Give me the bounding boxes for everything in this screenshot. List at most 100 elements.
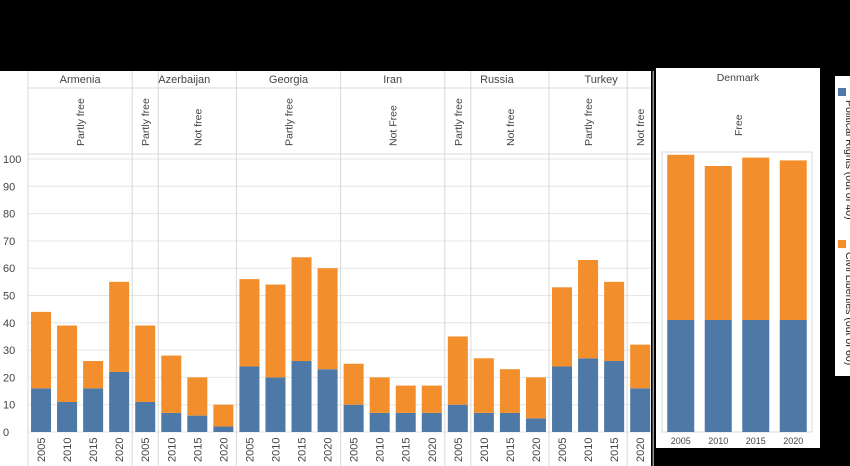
- bar-political-rights: [187, 415, 208, 432]
- status-label: Not free: [635, 108, 647, 146]
- bar-political-rights: [317, 369, 338, 432]
- bar-political-rights: [447, 404, 468, 432]
- x-tick-label: 2010: [375, 438, 387, 462]
- legend-panel: [835, 76, 850, 376]
- x-tick-label: 2015: [297, 438, 309, 462]
- x-tick-label: 2005: [557, 438, 569, 462]
- bar-political-rights: [667, 320, 695, 432]
- status-label: Partly free: [453, 98, 465, 146]
- bar-political-rights: [213, 426, 234, 432]
- bar-civil-liberties: [161, 355, 182, 413]
- y-tick-label: 80: [3, 209, 15, 221]
- status-label: Free: [733, 114, 745, 136]
- status-label: Not free: [505, 108, 517, 146]
- x-tick-label: 2010: [583, 438, 595, 462]
- y-tick-label: 20: [3, 372, 15, 384]
- status-label: Not free: [192, 108, 204, 146]
- bar-civil-liberties: [239, 279, 260, 367]
- country-label: Russia: [480, 74, 515, 86]
- x-tick-label: 2005: [244, 438, 256, 462]
- bar-civil-liberties: [369, 377, 390, 413]
- bar-political-rights: [525, 418, 546, 432]
- y-tick-label: 40: [3, 318, 15, 330]
- x-tick-label: 2015: [746, 436, 766, 446]
- main-labels: 0 10 20 30 40 50 60 70 80 90 100 2005 2010 2015 2020 Pa…: [3, 74, 647, 462]
- bar-civil-liberties: [499, 369, 520, 413]
- bar-civil-liberties: [473, 358, 494, 413]
- x-tick-label: 2020: [114, 438, 126, 462]
- x-tick-label: 2010: [62, 438, 74, 462]
- y-tick-label: 0: [3, 427, 9, 439]
- x-tick-label: 2005: [36, 438, 48, 462]
- country-label: Georgia: [269, 74, 309, 86]
- bar-political-rights: [265, 377, 286, 432]
- x-tick-label: 2005: [453, 438, 465, 462]
- y-tick-label: 30: [3, 345, 15, 357]
- panel-dividers: [27, 71, 654, 466]
- bar-political-rights: [395, 412, 416, 432]
- main-bars: [31, 257, 651, 432]
- x-tick-label: 2015: [609, 438, 621, 462]
- bar-political-rights: [343, 404, 364, 432]
- x-tick-label: 2010: [166, 438, 178, 462]
- bar-civil-liberties: [552, 287, 573, 367]
- bar-civil-liberties: [421, 385, 442, 413]
- bar-civil-liberties: [57, 325, 78, 402]
- bar-civil-liberties: [317, 268, 338, 370]
- x-tick-label: 2020: [783, 436, 803, 446]
- bar-political-rights: [473, 412, 494, 432]
- bar-civil-liberties: [135, 325, 156, 402]
- bar-civil-liberties: [779, 160, 807, 320]
- bar-civil-liberties: [667, 154, 695, 320]
- x-tick-label: 2015: [401, 438, 413, 462]
- bar-political-rights: [291, 361, 312, 432]
- bar-civil-liberties: [525, 377, 546, 419]
- x-tick-label: 2005: [140, 438, 152, 462]
- denmark-bars: [661, 151, 813, 433]
- bar-political-rights: [109, 371, 130, 432]
- legend: Political Rights (out of 40) Civil Libert…: [838, 88, 850, 365]
- x-tick-label: 2010: [708, 436, 728, 446]
- x-tick-label: 2005: [349, 438, 361, 462]
- x-tick-label: 2020: [427, 438, 439, 462]
- bar-civil-liberties: [213, 404, 234, 427]
- bar-political-rights: [742, 320, 770, 432]
- bar-civil-liberties: [447, 336, 468, 405]
- bar-political-rights: [630, 388, 651, 432]
- country-label: Armenia: [60, 74, 102, 86]
- x-tick-label: 2005: [671, 436, 691, 446]
- x-tick-label: 2020: [531, 438, 543, 462]
- x-tick-label: 2010: [270, 438, 282, 462]
- bar-political-rights: [31, 388, 52, 432]
- x-tick-label: 2020: [218, 438, 230, 462]
- bar-political-rights: [161, 412, 182, 432]
- bar-civil-liberties: [604, 281, 625, 362]
- y-tick-label: 60: [3, 263, 15, 275]
- bar-civil-liberties: [83, 361, 104, 389]
- bar-civil-liberties: [31, 311, 52, 389]
- bar-political-rights: [578, 358, 599, 432]
- x-tick-label: 2015: [505, 438, 517, 462]
- bar-political-rights: [604, 361, 625, 432]
- y-tick-label: 50: [3, 291, 15, 303]
- country-label: Azerbaijan: [158, 74, 210, 86]
- bar-civil-liberties: [395, 385, 416, 413]
- bar-civil-liberties: [578, 260, 599, 359]
- bar-civil-liberties: [291, 257, 312, 362]
- bar-political-rights: [83, 388, 104, 432]
- status-label: Partly free: [75, 98, 87, 146]
- y-tick-label: 90: [3, 181, 15, 193]
- legend-swatch-civil: [838, 240, 846, 248]
- bar-political-rights: [57, 401, 78, 432]
- denmark-labels: Denmark Free 2005 2010 2015 2020: [671, 72, 804, 446]
- x-tick-label: 2015: [88, 438, 100, 462]
- y-tick-label: 10: [3, 400, 15, 412]
- x-tick-label: 2020: [323, 438, 335, 462]
- bar-political-rights: [421, 412, 442, 432]
- bar-political-rights: [552, 366, 573, 432]
- bar-civil-liberties: [265, 284, 286, 378]
- x-tick-label: 2010: [479, 438, 491, 462]
- x-tick-label: 2020: [635, 438, 647, 462]
- bar-civil-liberties: [343, 363, 364, 405]
